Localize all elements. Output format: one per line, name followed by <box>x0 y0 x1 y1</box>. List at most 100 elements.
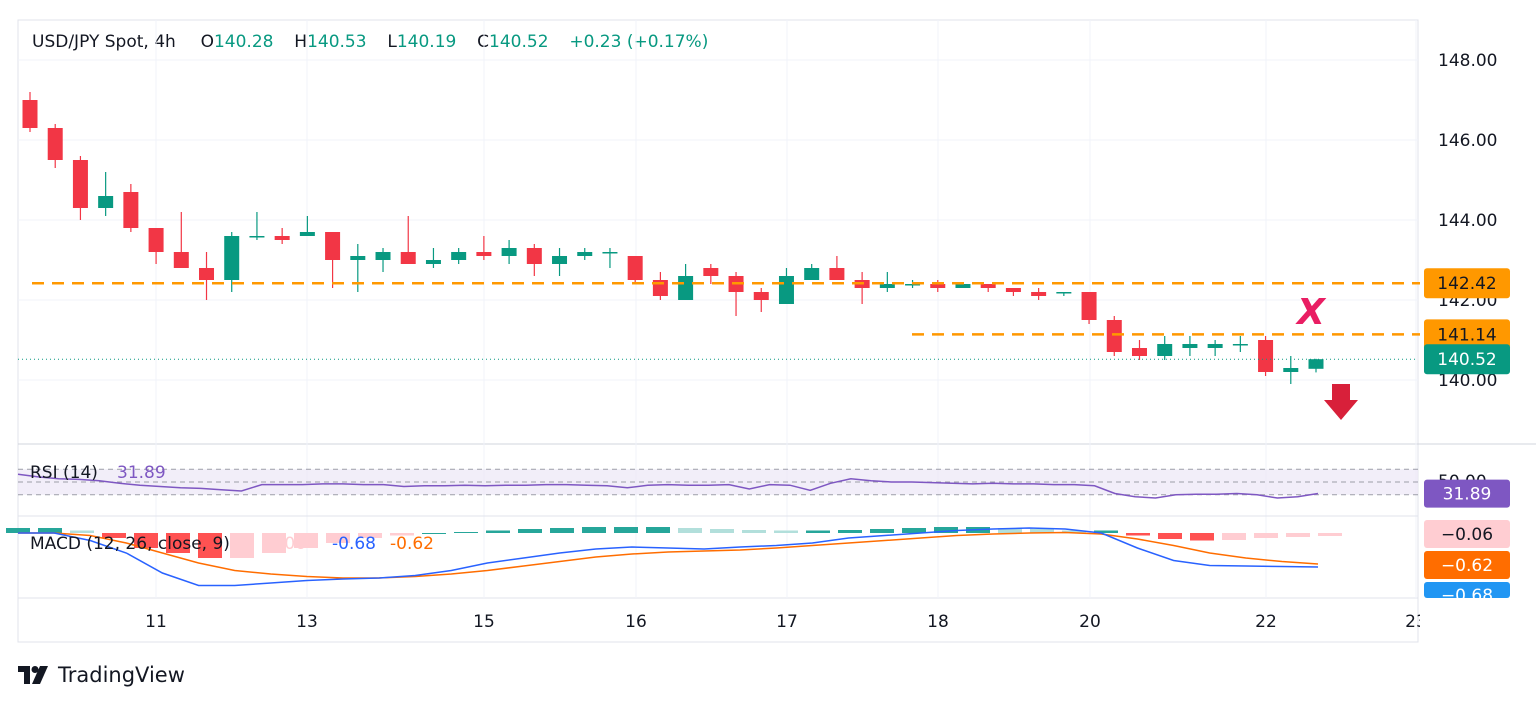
macd-histogram-bar <box>582 527 606 533</box>
macd-histogram-bar <box>134 533 158 548</box>
macd-histogram-bar <box>1190 533 1214 541</box>
candle-body <box>955 284 971 288</box>
candle-body <box>1258 340 1274 372</box>
macd-histogram-bar <box>1030 529 1054 533</box>
candle-body <box>451 252 467 260</box>
level-price-tag <box>1424 319 1510 350</box>
candle-body <box>879 284 895 288</box>
candle-body <box>1081 292 1097 320</box>
x-tick-label: 16 <box>625 612 647 632</box>
tradingview-logo[interactable]: TradingView <box>18 662 185 688</box>
candle-body <box>224 236 240 280</box>
high-label: H <box>294 32 308 52</box>
candle-body <box>602 252 618 254</box>
candle-body <box>1182 344 1198 348</box>
macd-histogram-bar <box>1126 533 1150 536</box>
last-price-label: 140.52 <box>1437 350 1496 370</box>
candle-body <box>22 100 38 128</box>
candle-body <box>72 160 88 208</box>
candle-body <box>1157 344 1173 356</box>
y-tick-label: 148.00 <box>1438 51 1497 71</box>
macd-histogram-bar <box>166 533 190 553</box>
macd-histogram-bar <box>230 533 254 558</box>
macd-histogram-bar <box>870 529 894 533</box>
candle-body <box>577 252 593 256</box>
macd-histogram-bar <box>198 533 222 558</box>
macd-histogram-bar <box>614 527 638 533</box>
candle-body <box>930 284 946 288</box>
close-value: 140.52 <box>489 32 549 52</box>
candle-body <box>1232 344 1248 346</box>
candle-body <box>905 284 921 286</box>
x-tick-label: 13 <box>296 612 318 632</box>
y-tick-label: 140.00 <box>1438 371 1497 391</box>
candle-body <box>98 196 114 208</box>
candle-body <box>199 268 215 280</box>
open-value: 140.28 <box>213 32 274 52</box>
candle-body <box>123 192 139 228</box>
macd-histogram-bar <box>646 527 670 533</box>
candle-body <box>1056 292 1072 294</box>
macd-histogram-bar <box>774 530 798 533</box>
chart-header: USD/JPY Spot, 4h O140.28 H140.53 L140.19… <box>32 32 708 52</box>
low-value: 140.19 <box>396 32 457 52</box>
candle-body <box>1031 292 1047 296</box>
macd-histogram-bar <box>934 527 958 533</box>
macd-histogram-bar <box>1222 533 1246 540</box>
macd-histogram-bar <box>742 530 766 533</box>
macd-histogram-bar <box>1062 530 1086 533</box>
rsi-line <box>17 473 1319 499</box>
x-tick-label: 11 <box>145 612 167 632</box>
candle-body <box>526 248 542 264</box>
tradingview-logo-icon <box>18 666 48 684</box>
rsi-band <box>18 469 1418 495</box>
candle-body <box>980 284 996 288</box>
macd-histogram-bar <box>38 528 62 533</box>
y-tick-label: 146.00 <box>1438 131 1497 151</box>
candle-body <box>829 268 845 280</box>
macd-histogram-bar <box>1318 533 1342 536</box>
macd-histogram-bar <box>486 530 510 533</box>
macd-histogram-bar <box>678 528 702 533</box>
macd-value-label: -0.68 <box>332 534 376 554</box>
macd-value-tag <box>1424 582 1510 598</box>
candle-body <box>627 256 643 280</box>
macd-hist-tag-label: −0.06 <box>1441 525 1493 545</box>
macd-histogram-bar <box>6 528 30 533</box>
candle-body <box>274 236 290 240</box>
down-arrow-icon <box>1324 384 1358 420</box>
x-tick-label: 20 <box>1079 612 1101 632</box>
candle-body <box>1308 359 1324 369</box>
macd-hist-tag <box>1424 520 1510 548</box>
level-price-label: 142.42 <box>1437 274 1496 294</box>
candle-body <box>1005 288 1021 292</box>
candle-body <box>1131 348 1147 356</box>
macd-signal-tag-label: −0.62 <box>1441 556 1493 576</box>
macd-histogram-bar <box>710 529 734 533</box>
rsi-value-label: 31.89 <box>117 463 166 483</box>
candle-body <box>299 232 315 236</box>
candle-body <box>501 248 517 256</box>
y-tick-label: 144.00 <box>1438 211 1497 231</box>
candle-body <box>804 268 820 280</box>
candle-body <box>678 276 694 300</box>
candle-body <box>173 252 189 268</box>
candle-body <box>148 228 164 252</box>
candle-body <box>1106 320 1122 352</box>
candle-body <box>552 256 568 264</box>
candle-body <box>1207 344 1223 348</box>
candle-body <box>325 232 341 260</box>
macd-signal-line <box>18 531 1319 579</box>
macd-histogram-bar <box>294 533 318 548</box>
candle-body <box>425 260 441 264</box>
candle-body <box>249 236 265 238</box>
close-label: C <box>477 32 490 52</box>
macd-line <box>18 527 1319 587</box>
brand-name: TradingView <box>58 663 185 687</box>
macd-histogram-bar <box>1286 533 1310 537</box>
candle-body <box>476 252 492 256</box>
rsi-value-tag <box>1424 479 1510 508</box>
candle-body <box>753 292 769 300</box>
macd-histogram-bar <box>262 533 286 553</box>
